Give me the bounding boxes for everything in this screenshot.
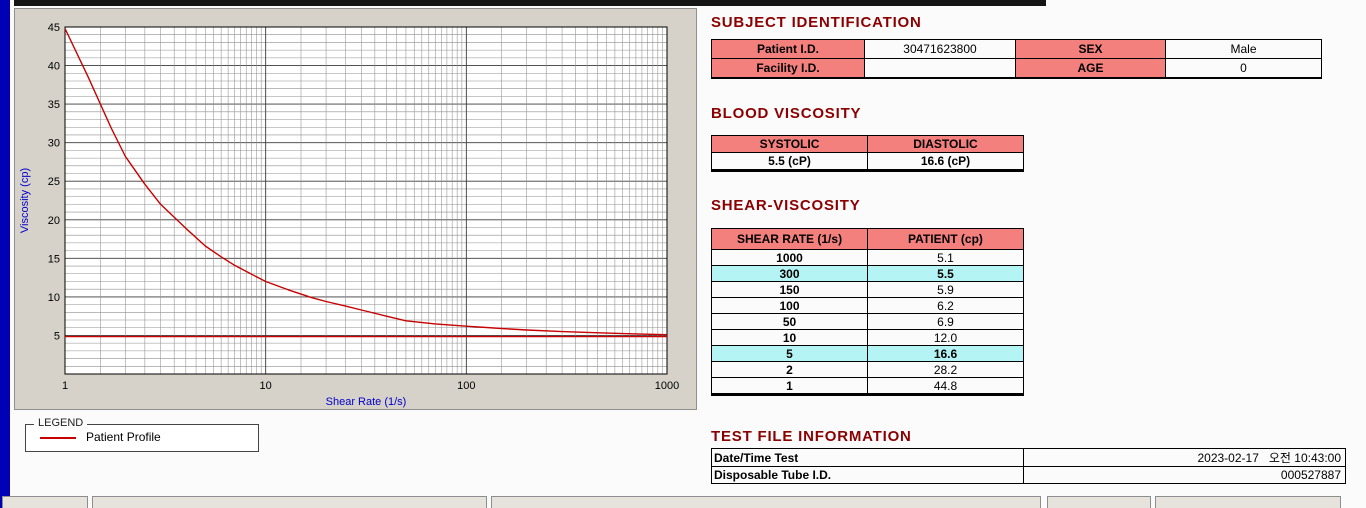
age-value: 0 <box>1165 58 1322 79</box>
blood-viscosity-header-row: SYSTOLIC DIASTOLIC <box>711 135 1024 153</box>
svg-text:10: 10 <box>48 292 60 304</box>
shear-viscosity-row: 150 5.9 <box>711 281 1024 298</box>
blood-viscosity-value-row: 5.5 (cP) 16.6 (cP) <box>711 152 1024 172</box>
shear-rate-cell: 100 <box>711 297 868 314</box>
disposable-tube-id-label: Disposable Tube I.D. <box>711 466 1024 484</box>
bottom-cutoff-control-2[interactable] <box>92 496 487 508</box>
svg-text:1: 1 <box>62 380 68 392</box>
sex-label: SEX <box>1015 39 1166 59</box>
bottom-cutoff-control-3[interactable] <box>491 496 1041 508</box>
subject-row-2: Facility I.D. AGE 0 <box>711 58 1322 79</box>
shear-viscosity-table: SHEAR RATE (1/s) PATIENT (cp) 1000 5.1 300… <box>711 228 1024 396</box>
bottom-cutoff-control-1[interactable] <box>2 496 88 508</box>
patient-viscosity-cell: 44.8 <box>867 377 1024 396</box>
systolic-header: SYSTOLIC <box>711 135 868 153</box>
svg-text:20: 20 <box>48 215 60 227</box>
shear-viscosity-row: 2 28.2 <box>711 361 1024 378</box>
patient-viscosity-cell: 6.2 <box>867 297 1024 314</box>
date-time-test-label: Date/Time Test <box>711 448 1024 467</box>
shear-viscosity-row: 1 44.8 <box>711 377 1024 396</box>
left-accent-strip <box>0 0 10 508</box>
shear-rate-cell: 1000 <box>711 249 868 266</box>
section-title-shear-viscosity: SHEAR-VISCOSITY <box>711 197 861 214</box>
shear-viscosity-row: 100 6.2 <box>711 297 1024 314</box>
shear-viscosity-row: 10 12.0 <box>711 329 1024 346</box>
patient-viscosity-cell: 12.0 <box>867 329 1024 346</box>
shear-rate-cell: 300 <box>711 265 868 282</box>
legend-line-swatch <box>40 437 76 439</box>
sex-value: Male <box>1165 39 1322 59</box>
svg-text:40: 40 <box>48 61 60 73</box>
date-time-test-value: 2023-02-17 오전 10:43:00 <box>1023 448 1346 467</box>
disposable-tube-id-value: 000527887 <box>1023 466 1346 484</box>
blood-viscosity-table: SYSTOLIC DIASTOLIC 5.5 (cP) 16.6 (cP) <box>711 135 1024 172</box>
shear-viscosity-row: 300 5.5 <box>711 265 1024 282</box>
svg-text:Shear Rate (1/s): Shear Rate (1/s) <box>326 396 407 408</box>
patient-id-label: Patient I.D. <box>711 39 865 59</box>
svg-text:100: 100 <box>457 380 475 392</box>
svg-text:10: 10 <box>260 380 272 392</box>
test-file-row: Date/Time Test 2023-02-17 오전 10:43:00 <box>711 448 1346 467</box>
svg-text:5: 5 <box>54 330 60 342</box>
diastolic-header: DIASTOLIC <box>867 135 1024 153</box>
section-title-blood-viscosity: BLOOD VISCOSITY <box>711 105 862 122</box>
shear-rate-cell: 50 <box>711 313 868 330</box>
systolic-value: 5.5 (cP) <box>711 152 868 172</box>
legend-series-label: Patient Profile <box>86 430 161 444</box>
viscosity-chart-panel: 5 10 15 20 25 30 35 40 45 1 10 100 1000 Shear Rate (1… <box>14 8 697 410</box>
test-file-row: Disposable Tube I.D. 000527887 <box>711 466 1346 484</box>
top-bar <box>14 0 1046 6</box>
patient-viscosity-cell: 5.9 <box>867 281 1024 298</box>
shear-rate-cell: 2 <box>711 361 868 378</box>
legend-box: LEGEND Patient Profile <box>25 417 259 452</box>
shear-rate-header: SHEAR RATE (1/s) <box>711 228 868 250</box>
bottom-cutoff-control-4[interactable] <box>1047 496 1151 508</box>
shear-viscosity-row: 1000 5.1 <box>711 249 1024 266</box>
facility-id-value <box>864 58 1016 79</box>
shear-viscosity-header-row: SHEAR RATE (1/s) PATIENT (cp) <box>711 228 1024 250</box>
facility-id-label: Facility I.D. <box>711 58 865 79</box>
svg-text:45: 45 <box>48 22 60 34</box>
diastolic-value: 16.6 (cP) <box>867 152 1024 172</box>
svg-text:25: 25 <box>48 176 60 188</box>
section-title-test-file-information: TEST FILE INFORMATION <box>711 428 912 445</box>
section-title-subject-identification: SUBJECT IDENTIFICATION <box>711 14 922 31</box>
svg-text:1000: 1000 <box>655 380 679 392</box>
shear-rate-cell: 5 <box>711 345 868 362</box>
shear-viscosity-table-body: 1000 5.1 300 5.5 150 5.9 100 6.2 50 6.9 10 12.0 5 16.… <box>711 249 1024 396</box>
legend-title: LEGEND <box>34 417 88 429</box>
svg-text:Viscosity (cp): Viscosity (cp) <box>19 168 31 233</box>
patient-viscosity-cell: 5.5 <box>867 265 1024 282</box>
patient-viscosity-cell: 6.9 <box>867 313 1024 330</box>
viscosity-chart: 5 10 15 20 25 30 35 40 45 1 10 100 1000 Shear Rate (1… <box>15 9 696 409</box>
age-label: AGE <box>1015 58 1166 79</box>
patient-viscosity-cell: 16.6 <box>867 345 1024 362</box>
subject-row-1: Patient I.D. 30471623800 SEX Male <box>711 39 1322 59</box>
shear-rate-cell: 150 <box>711 281 868 298</box>
shear-rate-cell: 10 <box>711 329 868 346</box>
test-file-information-table: Date/Time Test 2023-02-17 오전 10:43:00 Di… <box>711 448 1346 484</box>
patient-id-value: 30471623800 <box>864 39 1016 59</box>
svg-text:15: 15 <box>48 253 60 265</box>
shear-viscosity-row: 50 6.9 <box>711 313 1024 330</box>
svg-text:30: 30 <box>48 138 60 150</box>
bottom-cutoff-control-5[interactable] <box>1155 496 1341 508</box>
shear-viscosity-row: 5 16.6 <box>711 345 1024 362</box>
patient-viscosity-cell: 5.1 <box>867 249 1024 266</box>
svg-text:35: 35 <box>48 99 60 111</box>
shear-rate-cell: 1 <box>711 377 868 396</box>
subject-identification-table: Patient I.D. 30471623800 SEX Male Facili… <box>711 39 1322 79</box>
patient-viscosity-cell: 28.2 <box>867 361 1024 378</box>
patient-cp-header: PATIENT (cp) <box>867 228 1024 250</box>
